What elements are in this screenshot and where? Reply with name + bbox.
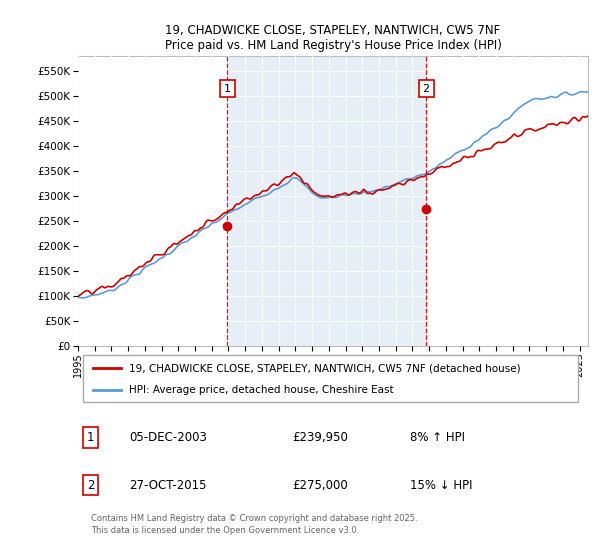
Text: 2: 2 [422, 83, 430, 94]
Text: 1: 1 [87, 431, 95, 444]
Text: 2: 2 [87, 478, 95, 492]
Text: 27-OCT-2015: 27-OCT-2015 [129, 478, 206, 492]
Title: 19, CHADWICKE CLOSE, STAPELEY, NANTWICH, CW5 7NF
Price paid vs. HM Land Registry: 19, CHADWICKE CLOSE, STAPELEY, NANTWICH,… [164, 24, 502, 52]
Text: 19, CHADWICKE CLOSE, STAPELEY, NANTWICH, CW5 7NF (detached house): 19, CHADWICKE CLOSE, STAPELEY, NANTWICH,… [129, 363, 521, 373]
Bar [227, 56, 426, 346]
Text: HPI: Average price, detached house, Cheshire East: HPI: Average price, detached house, Ches… [129, 385, 394, 395]
Text: 05-DEC-2003: 05-DEC-2003 [129, 431, 207, 444]
Text: £275,000: £275,000 [292, 478, 348, 492]
Text: Contains HM Land Registry data © Crown copyright and database right 2025.
This d: Contains HM Land Registry data © Crown c… [91, 514, 418, 534]
Text: 15% ↓ HPI: 15% ↓ HPI [409, 478, 472, 492]
Text: £239,950: £239,950 [292, 431, 348, 444]
Text: 8% ↑ HPI: 8% ↑ HPI [409, 431, 464, 444]
Text: 1: 1 [224, 83, 230, 94]
